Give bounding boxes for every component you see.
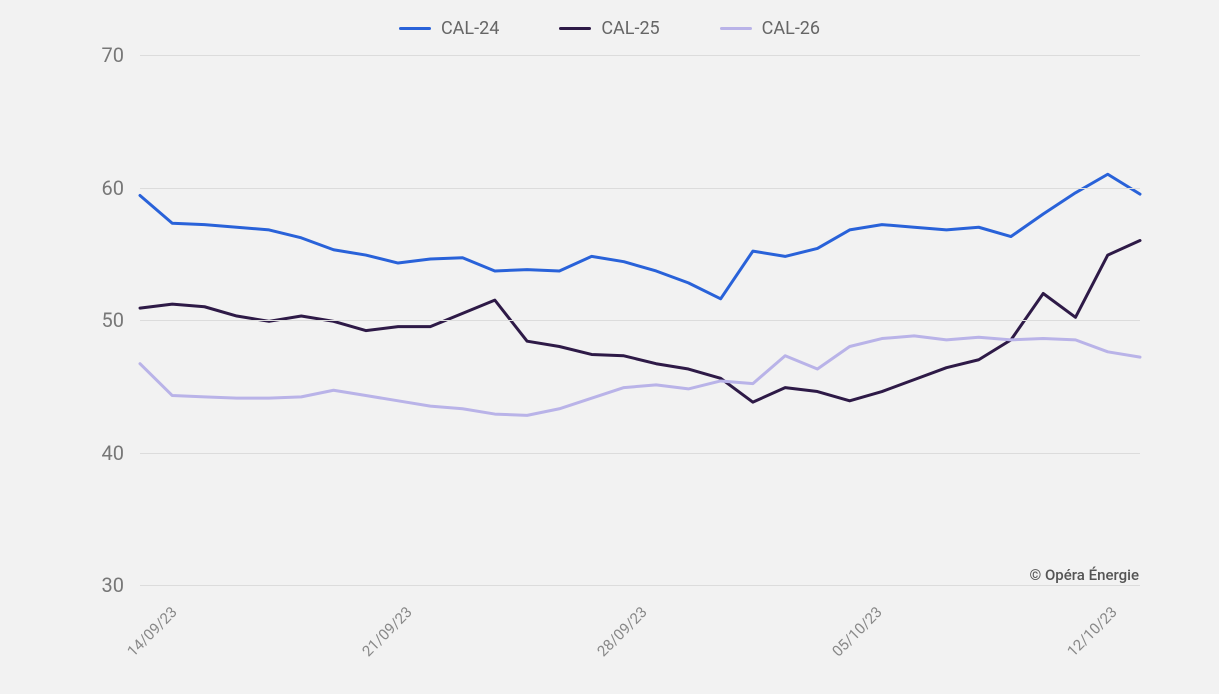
y-axis-label: 30 — [102, 573, 124, 597]
gridline — [140, 453, 1140, 454]
plot-area — [140, 55, 1140, 585]
legend-swatch-cal24 — [399, 27, 431, 30]
legend-item-cal26: CAL-26 — [720, 18, 820, 39]
y-axis-label: 70 — [102, 43, 124, 67]
legend: CAL-24 CAL-25 CAL-26 — [0, 0, 1219, 49]
y-axis-label: 40 — [102, 441, 124, 465]
y-axis-label: 50 — [102, 308, 124, 332]
gridline — [140, 188, 1140, 189]
legend-item-cal24: CAL-24 — [399, 18, 499, 39]
gridline — [140, 585, 1140, 586]
gridline — [140, 55, 1140, 56]
legend-item-cal25: CAL-25 — [559, 18, 659, 39]
series-line-cal-25 — [140, 241, 1140, 403]
chart-container: CAL-24 CAL-25 CAL-26 © Opéra Énergie — [0, 0, 1219, 694]
gridline — [140, 320, 1140, 321]
legend-swatch-cal25 — [559, 27, 591, 30]
series-line-cal-24 — [140, 174, 1140, 299]
legend-label-cal26: CAL-26 — [762, 18, 820, 39]
legend-label-cal25: CAL-25 — [601, 18, 659, 39]
series-line-cal-26 — [140, 336, 1140, 416]
y-axis-label: 60 — [102, 176, 124, 200]
legend-swatch-cal26 — [720, 27, 752, 30]
copyright: © Opéra Énergie — [1029, 566, 1139, 584]
legend-label-cal24: CAL-24 — [441, 18, 499, 39]
